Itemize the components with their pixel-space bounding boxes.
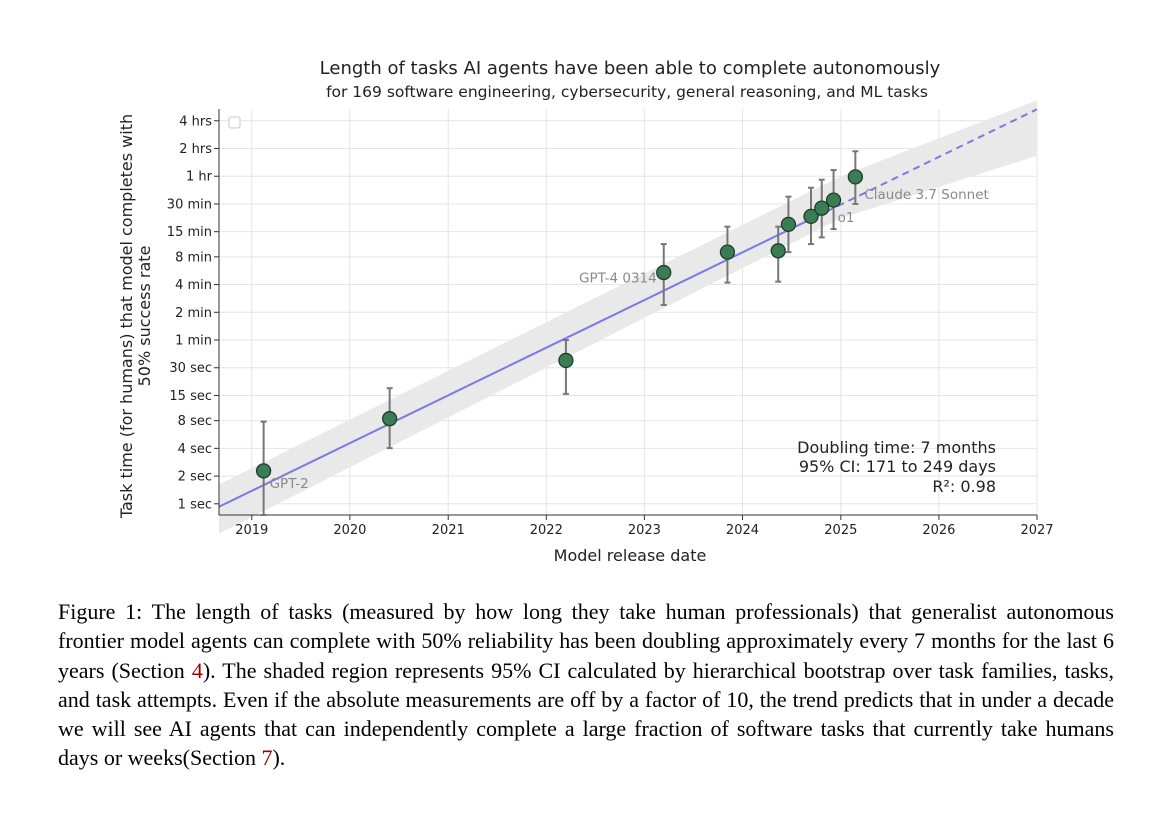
ci-label: 95% CI: 171 to 249 days [799, 457, 996, 476]
caption-text-start: Figure 1: The length of tasks (measured … [58, 599, 1114, 683]
x-tick-label-1: 2020 [333, 523, 366, 538]
caption-text-end: ). [272, 745, 286, 771]
chart-subtitle: for 169 software engineering, cybersecur… [326, 83, 928, 101]
data-point-2[interactable] [558, 339, 574, 395]
y-tick-label-10: 15 min [167, 225, 212, 240]
data-points: GPT-2 GPT-4 0314 o1 Claude 3.7 Sonnet [255, 150, 989, 516]
section-7-link[interactable]: 7 [261, 745, 273, 771]
point-marker-6 [780, 216, 797, 233]
x-tick-label-7: 2026 [922, 523, 955, 538]
chart: Length of tasks AI agents have been able… [117, 58, 1054, 565]
data-point-8[interactable] [814, 178, 830, 239]
y-tick-label-13: 2 hrs [179, 142, 212, 157]
section-4-link[interactable]: 4 [191, 657, 203, 683]
figure: Length of tasks AI agents have been able… [117, 58, 1054, 565]
y-tick-label-0: 1 sec [178, 497, 212, 512]
data-point-1[interactable] [381, 387, 398, 450]
point-marker-3 [656, 264, 672, 281]
x-tick-label-8: 2027 [1020, 523, 1053, 538]
chart-title: Length of tasks AI agents have been able… [320, 58, 941, 79]
y-tick-label-7: 2 min [175, 306, 212, 321]
data-point-7[interactable] [803, 186, 819, 246]
y-tick-label-12: 1 hr [186, 170, 213, 185]
y-tick-label-4: 15 sec [169, 389, 212, 404]
point-marker-2 [558, 352, 574, 369]
x-axis-title: Model release date [554, 546, 707, 565]
point-label-3: GPT-4 0314 [579, 271, 657, 287]
y-tick-label-8: 4 min [175, 278, 212, 293]
doubling-time-label: Doubling time: 7 months [797, 438, 996, 457]
data-point-6[interactable] [780, 195, 797, 254]
y-axis-title-line1: Task time (for humans) that model comple… [117, 114, 136, 519]
data-point-10[interactable] [847, 150, 863, 205]
point-marker-8 [814, 200, 830, 216]
y-tick-label-11: 30 min [167, 197, 212, 212]
y-tick-label-3: 8 sec [178, 414, 212, 429]
point-marker-1 [381, 411, 398, 427]
point-label-10: Claude 3.7 Sonnet [864, 187, 988, 203]
point-marker-5 [770, 243, 786, 259]
point-marker-7 [803, 208, 819, 225]
point-marker-4 [719, 244, 736, 260]
y-tick-label-14: 4 hrs [179, 114, 212, 129]
y-tick-label-2: 4 sec [178, 442, 212, 457]
x-tick-label-3: 2022 [530, 523, 563, 538]
axes: 2019 2020 2021 2022 2023 2024 2025 2026 2027 1 se… [167, 109, 1054, 538]
x-tick-label-2: 2021 [432, 523, 465, 538]
data-point-4[interactable] [719, 225, 736, 284]
data-point-5[interactable] [770, 225, 786, 283]
figure-caption: Figure 1: The length of tasks (measured … [58, 597, 1114, 773]
y-tick-label-6: 1 min [175, 334, 212, 349]
r-squared-label: R²: 0.98 [932, 477, 996, 496]
point-marker-9 [825, 192, 842, 208]
x-tick-label-6: 2025 [824, 523, 857, 538]
x-tick-label-0: 2019 [235, 523, 268, 538]
x-tick-label-4: 2023 [628, 523, 661, 538]
x-tick-label-5: 2024 [726, 523, 759, 538]
data-point-9[interactable] [825, 169, 842, 231]
data-point-3[interactable] [656, 243, 672, 306]
legend-box [228, 116, 241, 129]
point-marker-10 [847, 169, 863, 185]
point-marker-0 [255, 463, 272, 479]
y-axis-title-line2: 50% success rate [135, 246, 154, 387]
trend-line [218, 215, 817, 508]
y-tick-label-1: 2 sec [178, 470, 212, 485]
y-tick-label-9: 8 min [175, 250, 212, 265]
point-label-0: GPT-2 [270, 476, 309, 492]
trend-line-projection [815, 108, 1038, 218]
point-label-9: o1 [838, 210, 855, 226]
y-tick-label-5: 30 sec [169, 361, 212, 376]
data-point-0[interactable] [255, 420, 272, 516]
caption-text-middle: ). The shaded region represents 95% CI c… [58, 657, 1114, 771]
